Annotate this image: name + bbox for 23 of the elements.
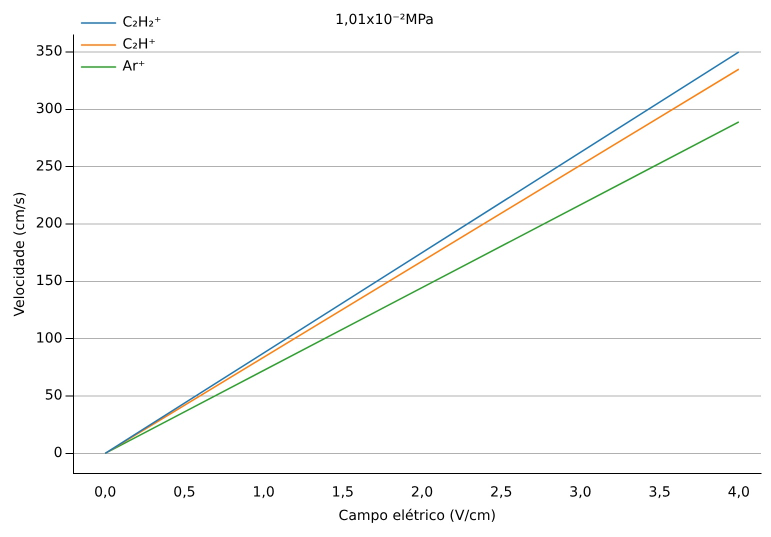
y-axis-title: Velocidade (cm/s) bbox=[12, 192, 28, 317]
legend-label: Ar⁺ bbox=[122, 58, 146, 75]
legend-label: C₂H⁺ bbox=[122, 36, 156, 53]
x-tick-label: 3,5 bbox=[648, 484, 671, 500]
x-tick-label: 2,5 bbox=[490, 484, 512, 500]
x-tick-label: 4,0 bbox=[728, 484, 750, 500]
y-tick-label: 0 bbox=[54, 444, 63, 461]
x-tick-label: 0,0 bbox=[94, 484, 116, 500]
x-tick-label: 3,0 bbox=[569, 484, 592, 500]
y-tick-label: 300 bbox=[36, 100, 63, 117]
x-tick-label: 0,5 bbox=[173, 484, 196, 500]
x-tick-label: 1,5 bbox=[332, 484, 354, 500]
y-tick-label: 150 bbox=[36, 272, 63, 289]
y-tick-label: 50 bbox=[44, 388, 63, 404]
chart-title: 1,01x10⁻²MPa bbox=[335, 12, 434, 28]
y-tick-label: 250 bbox=[36, 158, 63, 174]
y-tick-label: 100 bbox=[36, 330, 63, 346]
y-tick-label: 200 bbox=[36, 216, 63, 232]
x-axis-title: Campo elétrico (V/cm) bbox=[338, 508, 496, 524]
legend-label: C₂H₂⁺ bbox=[122, 14, 162, 31]
x-tick-label: 2,0 bbox=[410, 484, 434, 500]
x-tick-label: 1,0 bbox=[252, 484, 275, 500]
y-tick-label: 350 bbox=[36, 44, 63, 60]
